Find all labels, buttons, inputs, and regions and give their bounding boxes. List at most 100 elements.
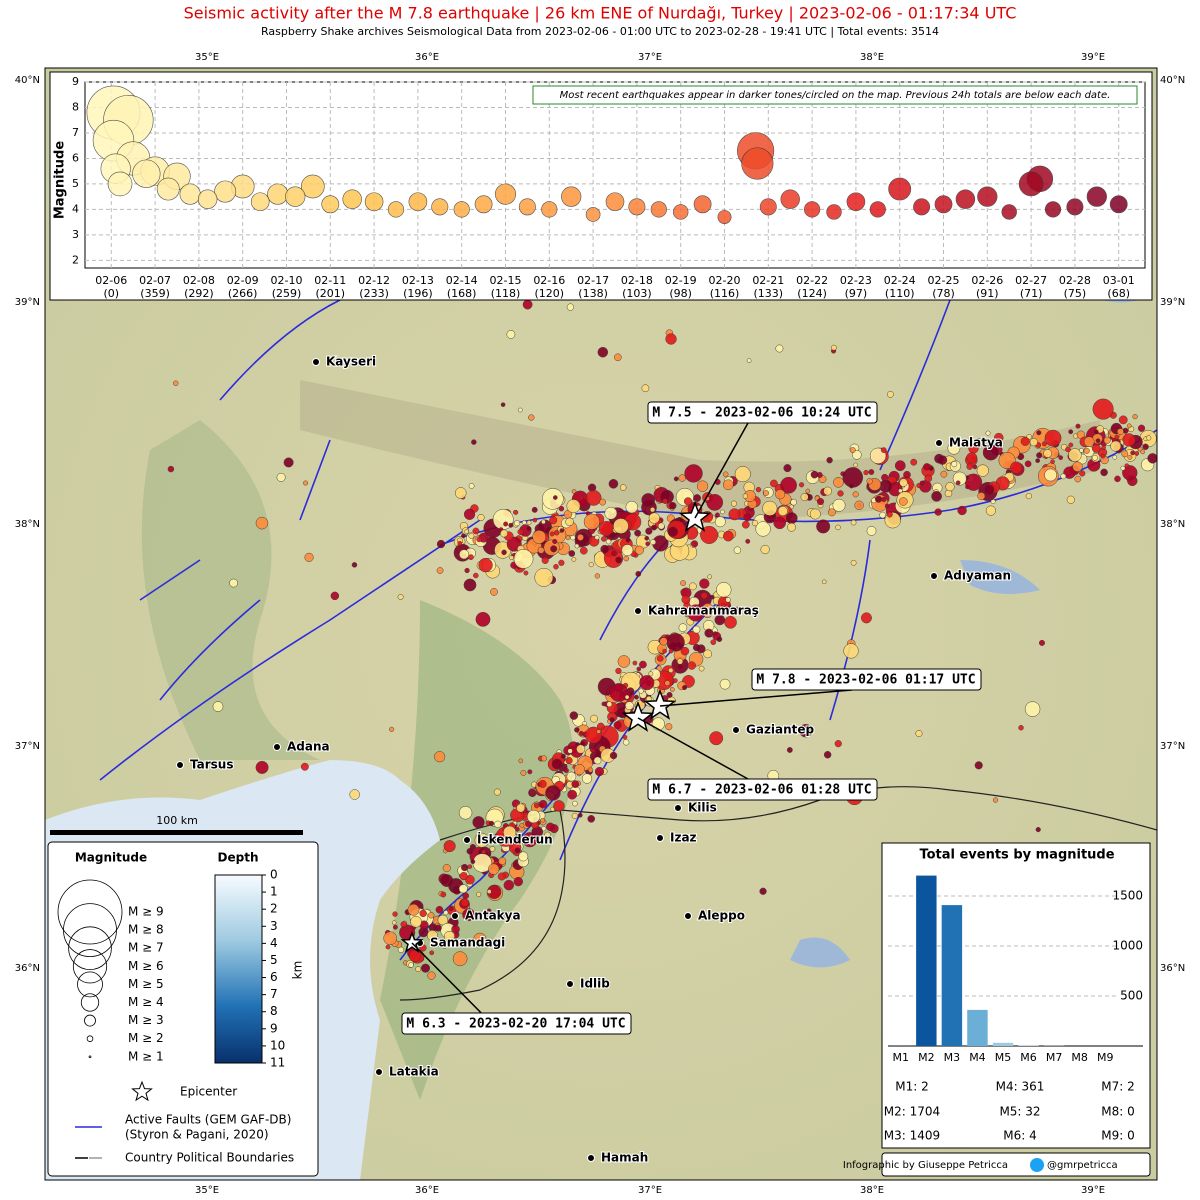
x-tick-label: M6 (1020, 1051, 1037, 1064)
event-dot (443, 910, 449, 916)
event-dot (1114, 434, 1120, 440)
scatter-point (605, 192, 625, 212)
border (399, 809, 566, 1001)
event-dot (1110, 440, 1122, 452)
event-dot (440, 874, 454, 887)
event-dot (601, 536, 607, 542)
event-dot (1100, 453, 1106, 459)
scatter-point (285, 186, 306, 207)
y-tick-label: 1000 (1112, 939, 1143, 953)
magnitude-symbol (77, 971, 103, 998)
event-dot (531, 506, 538, 513)
lat-label: 36°N (15, 963, 40, 974)
event-dot (589, 746, 597, 753)
colorbar-tick-label: 3 (270, 919, 278, 933)
legend-title: Depth (218, 851, 259, 865)
x-tick-label: 02-28 (1059, 274, 1091, 287)
note-box (532, 85, 1138, 105)
x-tick-label: M2 (918, 1051, 935, 1064)
credit-panel (881, 1152, 1151, 1177)
event-dot (400, 921, 407, 928)
event-dot (810, 470, 819, 479)
x-tick-label: 02-08 (183, 274, 215, 287)
event-dot (759, 887, 767, 895)
event-dot (1083, 436, 1095, 447)
event-dot (427, 971, 436, 980)
event-dot (578, 730, 584, 736)
event-dot (594, 573, 601, 579)
annotation-label: M 7.8 - 2023-02-06 01:17 UTC (756, 673, 975, 688)
event-dot (837, 490, 844, 497)
event-dot (945, 482, 955, 492)
event-dot (687, 661, 697, 670)
event-dot (709, 731, 724, 746)
event-dot (716, 636, 723, 643)
event-dot (463, 508, 476, 520)
event-dot (473, 572, 479, 579)
city-marker (566, 980, 574, 988)
lon-label: 38°E (860, 1185, 884, 1196)
magnitude-symbol (88, 1055, 92, 1059)
event-dot (440, 891, 447, 898)
event-dot (577, 812, 583, 818)
event-dot (472, 527, 480, 535)
value-label: M6: 4 (1003, 1129, 1036, 1143)
event-dot (719, 678, 731, 690)
event-dot (541, 556, 549, 564)
event-dot (1072, 461, 1083, 472)
legend-label: (Styron & Pagani, 2020) (125, 1128, 269, 1142)
daily-total: (68) (1107, 287, 1130, 300)
event-dot (706, 493, 724, 511)
lon-label: 39°E (1081, 52, 1105, 63)
event-dot (700, 592, 708, 600)
event-dot (625, 537, 631, 543)
y-tick-label: 9 (72, 75, 79, 88)
event-dot (517, 407, 523, 413)
event-dot (478, 557, 493, 573)
event-dot (517, 528, 524, 535)
x-tick-label: 02-17 (577, 274, 609, 287)
event-dot (832, 498, 846, 512)
legend-label: Epicenter (180, 1085, 237, 1099)
annotation-arrow (659, 689, 853, 707)
event-dot (1083, 447, 1090, 454)
event-dot (468, 533, 475, 539)
event-dot (632, 660, 638, 666)
event-dot (977, 492, 986, 501)
credit-handle: @gmrpetricca (1047, 1160, 1118, 1171)
event-dot (606, 701, 613, 708)
event-dot (614, 683, 624, 692)
event-dot (568, 550, 576, 557)
x-tick-label: 02-12 (358, 274, 390, 287)
scatter-point (1086, 186, 1107, 207)
lon-label: 39°E (1081, 1185, 1105, 1196)
event-dot (503, 825, 517, 839)
annotation-label: M 6.3 - 2023-02-20 17:04 UTC (406, 1017, 625, 1032)
x-tick-label: 02-23 (840, 274, 872, 287)
event-dot (648, 512, 660, 524)
event-dot (724, 615, 737, 629)
scatter-point (934, 195, 953, 214)
event-dot (634, 694, 639, 700)
event-dot (681, 595, 691, 605)
event-dot (1132, 413, 1138, 420)
event-dot (407, 903, 420, 916)
scatter-point (541, 201, 558, 218)
event-dot (1094, 429, 1099, 435)
y-tick-label: 3 (72, 228, 79, 241)
event-dot (594, 535, 600, 540)
value-label: M8: 0 (1101, 1105, 1134, 1119)
event-dot (462, 908, 476, 922)
event-dot (415, 966, 422, 973)
bar-title: Total events by magnitude (919, 848, 1114, 863)
event-dot (520, 770, 527, 776)
event-dot (571, 812, 578, 819)
event-dot (827, 508, 836, 517)
x-tick-label: M5 (995, 1051, 1012, 1064)
event-dot (613, 353, 622, 362)
x-tick-label: M8 (1071, 1051, 1088, 1064)
event-dot (468, 483, 475, 489)
event-dot (500, 529, 508, 538)
magnitude-symbol (72, 949, 108, 984)
magnitude-symbol (80, 993, 100, 1012)
